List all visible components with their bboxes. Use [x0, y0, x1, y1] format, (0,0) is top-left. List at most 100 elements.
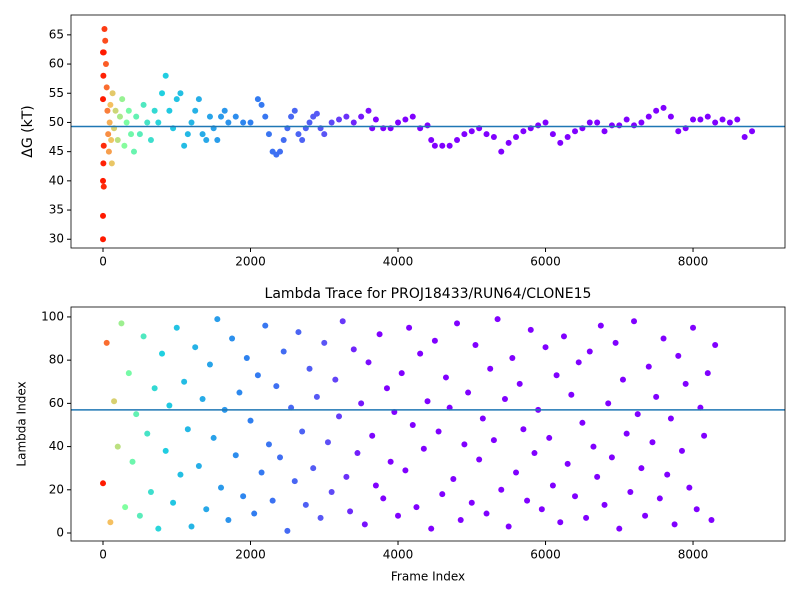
- point: [339, 318, 346, 325]
- point: [498, 148, 505, 155]
- point: [439, 491, 446, 498]
- point: [114, 136, 121, 143]
- point: [417, 350, 424, 357]
- point: [645, 113, 652, 120]
- point: [704, 370, 711, 377]
- point: [140, 333, 147, 340]
- point: [166, 107, 173, 114]
- point: [328, 119, 335, 126]
- point: [406, 324, 413, 331]
- point: [258, 101, 265, 108]
- point: [372, 482, 379, 489]
- point: [413, 504, 420, 511]
- point: [623, 430, 630, 437]
- point: [435, 428, 442, 435]
- point: [336, 413, 343, 420]
- point: [299, 428, 306, 435]
- point: [564, 460, 571, 467]
- point: [258, 469, 265, 476]
- point: [409, 421, 416, 428]
- point: [431, 142, 438, 149]
- point: [420, 445, 427, 452]
- point: [387, 458, 394, 465]
- y-tick-label: 50: [49, 115, 64, 129]
- point: [461, 441, 468, 448]
- point: [494, 316, 501, 323]
- point: [675, 128, 682, 135]
- point: [173, 96, 180, 103]
- point: [704, 113, 711, 120]
- point: [112, 107, 119, 114]
- point: [181, 142, 188, 149]
- point: [103, 339, 110, 346]
- point: [262, 113, 269, 120]
- point: [350, 346, 357, 353]
- point: [631, 318, 638, 325]
- point: [100, 236, 107, 243]
- point: [108, 160, 115, 167]
- point: [712, 119, 719, 126]
- point: [369, 432, 376, 439]
- y-tick-label: 40: [49, 439, 64, 453]
- point: [221, 107, 228, 114]
- point: [461, 131, 468, 138]
- point: [243, 354, 250, 361]
- point: [214, 316, 221, 323]
- point: [162, 447, 169, 454]
- point: [122, 504, 129, 511]
- axes-frame: [70, 306, 786, 542]
- point: [277, 148, 284, 155]
- point: [579, 419, 586, 426]
- y-tick-label: 65: [49, 27, 64, 41]
- point: [114, 443, 121, 450]
- x-tick-label: 0: [99, 548, 107, 562]
- y-tick-label: 30: [49, 232, 64, 246]
- point: [697, 116, 704, 123]
- point: [306, 365, 313, 372]
- point: [501, 396, 508, 403]
- point: [295, 329, 302, 336]
- point: [188, 119, 195, 126]
- point: [457, 517, 464, 524]
- point: [128, 131, 135, 138]
- point: [358, 113, 365, 120]
- point: [653, 393, 660, 400]
- chart-title: Lambda Trace for PROJ18433/RUN64/CLONE15: [265, 286, 592, 302]
- point: [321, 339, 328, 346]
- point: [586, 119, 593, 126]
- point: [332, 376, 339, 383]
- point: [564, 134, 571, 141]
- point: [129, 458, 136, 465]
- point: [262, 322, 269, 329]
- point: [645, 363, 652, 370]
- y-tick-label: 20: [49, 482, 64, 496]
- y-tick-label: 60: [49, 396, 64, 410]
- point: [119, 96, 126, 103]
- point: [184, 426, 191, 433]
- point: [376, 331, 383, 338]
- point: [358, 400, 365, 407]
- y-tick-label: 40: [49, 173, 64, 187]
- point: [147, 488, 154, 495]
- point: [170, 499, 177, 506]
- point: [155, 525, 162, 532]
- point: [101, 26, 108, 33]
- point: [509, 354, 516, 361]
- point: [350, 119, 357, 126]
- point: [107, 101, 114, 108]
- point: [195, 96, 202, 103]
- point: [608, 454, 615, 461]
- point: [365, 107, 372, 114]
- point: [634, 411, 641, 418]
- point: [590, 443, 597, 450]
- point: [454, 320, 461, 327]
- point: [173, 324, 180, 331]
- point: [402, 116, 409, 123]
- point: [121, 142, 128, 149]
- point: [229, 335, 236, 342]
- point: [133, 411, 140, 418]
- point: [206, 113, 213, 120]
- point: [125, 107, 132, 114]
- point: [560, 333, 567, 340]
